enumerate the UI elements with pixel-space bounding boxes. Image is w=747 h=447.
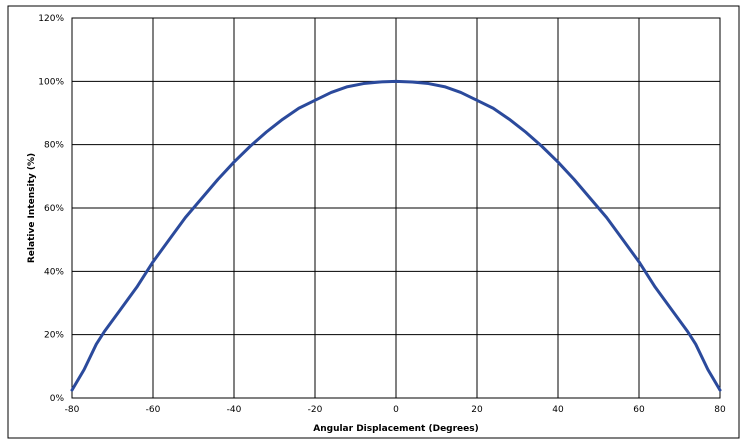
plot-area-border <box>71 17 721 399</box>
x-tick-label: 80 <box>714 405 726 415</box>
x-axis-label: Angular Displacement (Degrees) <box>313 424 478 434</box>
x-tick-label: -60 <box>146 405 161 415</box>
y-tick-label: 0% <box>50 394 65 404</box>
x-tick-label: 40 <box>552 405 564 415</box>
series-layer <box>70 79 722 392</box>
x-tick-label: -20 <box>308 405 323 415</box>
y-tick-label: 100% <box>38 77 64 87</box>
x-tick-label: -40 <box>227 405 242 415</box>
x-tick-label: -80 <box>65 405 80 415</box>
x-tick-label: 60 <box>633 405 645 415</box>
y-tick-label: 40% <box>44 267 64 277</box>
chart-frame <box>7 5 740 439</box>
x-tick-label: 0 <box>393 405 399 415</box>
y-tick-label: 120% <box>38 14 64 24</box>
y-axis-ticks: 0% 20% 40% 60% 80% 100% 120% <box>38 14 64 404</box>
y-tick-label: 20% <box>44 331 64 341</box>
y-axis-label: Relative Intensity (%) <box>27 153 37 263</box>
x-axis-ticks: -80 -60 -40 -20 0 20 40 60 80 <box>65 405 726 415</box>
series-line-0 <box>70 79 722 392</box>
y-tick-label: 60% <box>44 204 64 214</box>
y-tick-label: 80% <box>44 141 64 151</box>
x-tick-label: 20 <box>471 405 483 415</box>
